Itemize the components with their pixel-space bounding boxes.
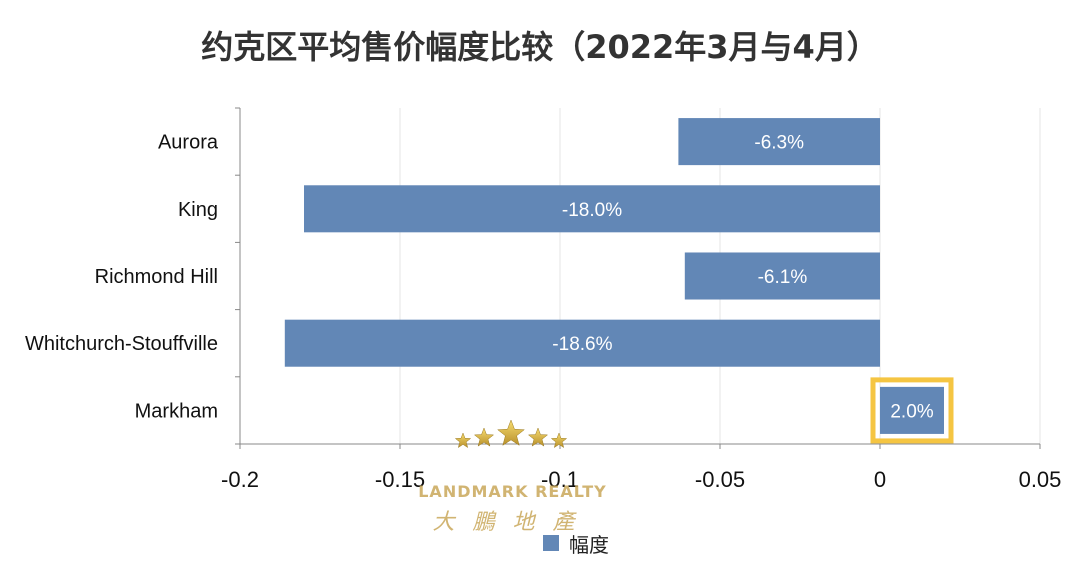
bar [678,118,880,166]
watermark-chinese: 大鵬地產 [432,510,593,535]
bar [880,386,944,434]
x-tick-label: -0.1 [541,467,579,492]
category-label: Whitchurch-Stouffville [25,333,218,355]
highlight-box [870,377,954,444]
bar [284,319,880,367]
x-tick-label: -0.2 [221,467,259,492]
category-label: King [178,199,218,221]
bars [284,118,954,444]
bar [684,252,880,300]
chart-title: 约克区平均售价幅度比较（2022年3月与4月） [201,28,879,66]
category-label: Aurora [158,132,219,154]
watermark-english: LANDMARK REALTY [418,482,607,501]
category-label: Markham [135,400,218,422]
data-label: 2.0% [890,401,933,422]
data-label: -6.1% [758,267,808,288]
x-tick-label: -0.05 [695,467,745,492]
stars-logo-icon [454,419,568,449]
x-tick-label: -0.15 [375,467,425,492]
legend-swatch [543,535,559,551]
axes [235,107,1041,449]
data-label: -18.0% [562,200,622,221]
landmark-realty-watermark: LANDMARK REALTY 大鵬地產 [415,416,610,536]
data-label: -18.6% [552,334,612,355]
category-label: Richmond Hill [95,266,218,288]
legend: 幅度 [543,530,609,557]
x-tick-label: 0 [874,467,886,492]
bar [304,185,880,233]
labels: -0.2 -0.15 -0.1 -0.05 0 0.05 Aurora -6.3% King -1… [25,132,1061,492]
x-tick-label: 0.05 [1019,467,1062,492]
data-label: -6.3% [754,133,804,154]
legend-label: 幅度 [569,532,609,557]
